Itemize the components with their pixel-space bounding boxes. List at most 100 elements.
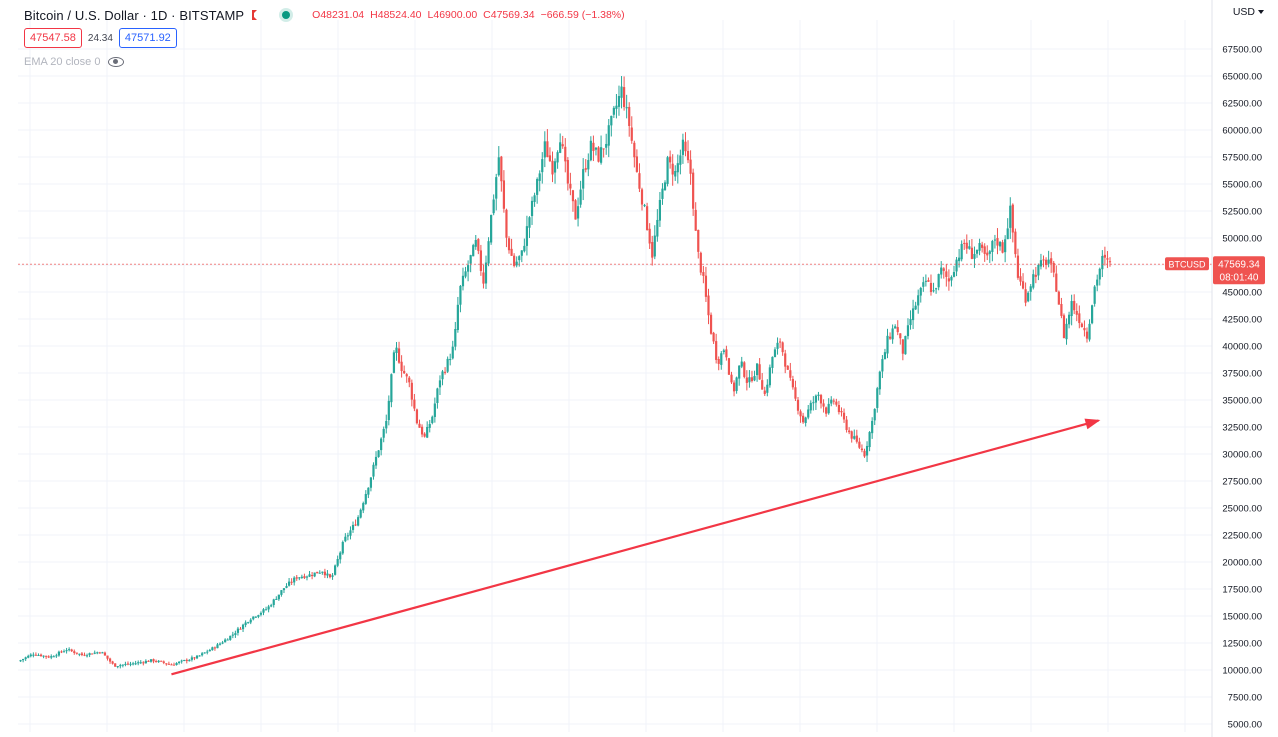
candle-body	[597, 147, 600, 162]
sell-price-button[interactable]: 47547.58	[24, 28, 82, 48]
candle-body	[328, 574, 332, 578]
candle-body	[1047, 259, 1050, 264]
candle-body	[438, 380, 442, 388]
candle-body	[382, 428, 385, 438]
candle-body	[55, 655, 58, 657]
candle-body	[599, 147, 603, 163]
last-price-label: 47569.34	[1218, 259, 1260, 270]
candle-body	[1044, 259, 1048, 265]
price-tick-label: 52500.00	[1222, 207, 1262, 218]
price-tick-label: 67500.00	[1222, 45, 1262, 56]
price-tick-label: 60000.00	[1222, 126, 1262, 137]
candle-body	[305, 576, 309, 578]
candle-body	[784, 353, 787, 367]
candle-body	[628, 106, 631, 126]
candle-body	[287, 581, 291, 586]
candle-body	[771, 356, 774, 368]
candle-body	[791, 379, 794, 388]
open-value: O48231.04	[312, 9, 365, 21]
series-name-label: BTCUSD	[1168, 259, 1206, 269]
candle-body	[1085, 331, 1089, 339]
candle-body	[981, 244, 984, 248]
candle-body	[612, 107, 615, 115]
candle-body	[351, 524, 355, 530]
candle-body	[676, 163, 679, 173]
candle-body	[876, 388, 879, 408]
candle-body	[556, 152, 559, 163]
candle-body	[270, 605, 273, 607]
candle-body	[965, 242, 968, 249]
candle-body	[22, 658, 25, 661]
candle-body	[1088, 323, 1091, 340]
candle-body	[88, 653, 91, 656]
candle-body	[745, 377, 748, 383]
candle-body	[722, 350, 725, 353]
candle-body	[160, 660, 163, 662]
candle-body	[185, 659, 188, 662]
candle-body	[484, 262, 488, 284]
candle-body	[525, 226, 529, 246]
candle-body	[569, 183, 572, 189]
candle-body	[195, 655, 199, 659]
candle-body	[579, 189, 582, 205]
eye-icon[interactable]	[108, 57, 125, 67]
candle-body	[344, 536, 347, 542]
candle-body	[640, 189, 644, 205]
candle-body	[1057, 291, 1060, 305]
candle-body	[75, 652, 78, 654]
candle-body	[47, 656, 50, 658]
candle-body	[111, 661, 114, 664]
candle-body	[822, 403, 825, 407]
candle-body	[518, 256, 521, 261]
price-tick-label: 35000.00	[1222, 396, 1262, 407]
candle-body	[694, 209, 697, 231]
candle-body	[551, 160, 554, 175]
trade-buttons: 47547.58 24.34 47571.92	[24, 28, 177, 48]
candle-body	[247, 622, 250, 624]
candle-body	[1075, 310, 1078, 315]
candle-body	[441, 371, 444, 380]
countdown-label: 08:01:40	[1220, 272, 1259, 283]
candle-body	[1083, 327, 1086, 331]
candle-body	[909, 319, 912, 326]
candle-body	[203, 652, 206, 654]
close-value: C47569.34	[483, 9, 535, 21]
candle-body	[180, 660, 183, 662]
candle-body	[257, 615, 260, 617]
candle-body	[201, 653, 204, 656]
candle-body	[157, 660, 160, 662]
currency-selector[interactable]: USD	[1233, 6, 1264, 18]
candle-body	[208, 649, 211, 652]
candle-body	[492, 199, 495, 214]
candle-body	[669, 156, 672, 163]
price-tick-label: 32500.00	[1222, 423, 1262, 434]
buy-price-button[interactable]: 47571.92	[118, 28, 177, 48]
candle-body	[804, 417, 807, 423]
candle-body	[991, 241, 994, 252]
price-tick-label: 27500.00	[1222, 477, 1262, 488]
candle-body	[165, 663, 168, 665]
candle-body	[727, 358, 731, 375]
candle-body	[998, 241, 1002, 247]
candle-body	[666, 157, 669, 184]
candle-body	[832, 400, 835, 402]
candle-body	[932, 290, 935, 292]
price-tick-label: 10000.00	[1222, 666, 1262, 677]
symbol-title[interactable]: Bitcoin / U.S. Dollar · 1D · BITSTAMP	[24, 7, 245, 23]
candle-body	[686, 150, 690, 161]
indicator-legend[interactable]: EMA 20 close 0	[24, 56, 125, 68]
candle-body	[167, 663, 170, 665]
candle-body	[684, 141, 687, 152]
flag-icon[interactable]	[252, 10, 262, 20]
candle-body	[339, 552, 342, 560]
candle-body	[819, 395, 823, 404]
candle-body	[134, 663, 137, 665]
candle-body	[428, 424, 431, 428]
candle-body	[295, 577, 298, 579]
price-tick-label: 50000.00	[1222, 234, 1262, 245]
price-tick-label: 65000.00	[1222, 72, 1262, 83]
candle-body	[1096, 279, 1099, 286]
candle-body	[362, 503, 365, 511]
price-tick-label: 22500.00	[1222, 531, 1262, 542]
